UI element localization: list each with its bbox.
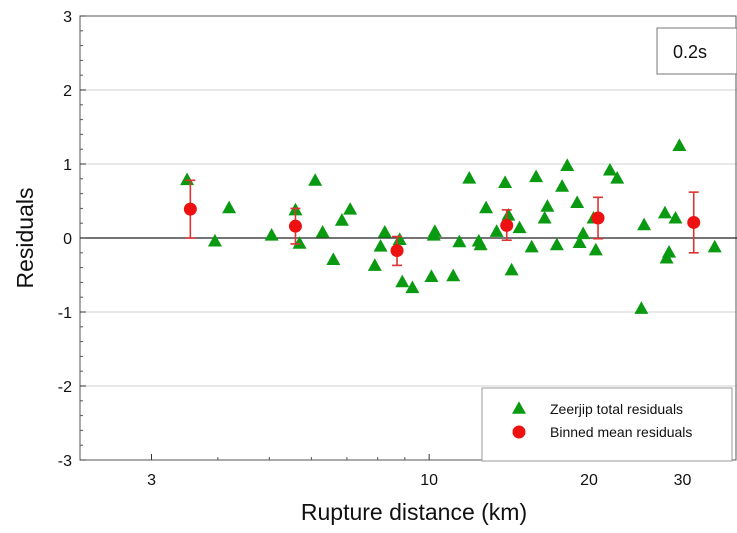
period-annotation-box: 0.2s [656, 27, 737, 75]
residual-triangle-point [392, 232, 407, 246]
residual-triangle-point [504, 262, 519, 276]
residual-triangle-point [367, 258, 382, 271]
residual-triangle-point [555, 179, 570, 192]
residual-triangle-point [634, 301, 649, 314]
legend-triangle-marker [512, 401, 526, 414]
binned-mean-point [288, 219, 302, 233]
residual-triangle-point [326, 252, 341, 265]
binned-mean-point [687, 215, 701, 229]
legend-label-total-residuals: Zeerjip total residuals [550, 401, 683, 417]
residual-triangle-point [512, 220, 527, 234]
legend-triangle-icon [512, 401, 526, 414]
residual-triangle-point [473, 237, 488, 251]
residual-triangle-point [334, 213, 349, 226]
period-annotation-text: 0.2s [673, 42, 707, 62]
residual-triangle-point [588, 242, 603, 256]
residual-triangle-point [602, 162, 617, 176]
y-tick-label: -1 [58, 305, 72, 322]
residual-triangle-point [373, 239, 388, 252]
residual-triangle-point [292, 236, 307, 249]
y-tick-label: 1 [63, 157, 72, 174]
binned-mean-point [183, 202, 197, 216]
residual-triangle-point [180, 172, 195, 186]
residual-triangle-point [672, 138, 687, 152]
residual-triangle-point [405, 280, 420, 294]
binned-mean-point [390, 244, 404, 258]
residual-triangle-point [572, 235, 587, 248]
residual-triangle-point [489, 224, 504, 237]
residual-triangle-point [395, 274, 410, 288]
x-tick-label: 3 [147, 472, 156, 489]
residual-triangle-point [377, 225, 392, 238]
residual-triangle-point [501, 207, 516, 221]
residual-triangle-point [207, 233, 222, 247]
binned-mean-point [500, 218, 514, 232]
residual-triangle-point [427, 224, 442, 237]
residual-triangle-point [657, 205, 672, 219]
legend-label-binned-mean: Binned mean residuals [550, 424, 692, 440]
residual-triangle-point [560, 158, 575, 172]
legend-circle-marker [512, 425, 526, 439]
y-tick-label: 3 [63, 9, 72, 26]
residual-triangle-point [308, 173, 323, 186]
residual-triangle-point [452, 234, 467, 248]
residual-triangle-point [479, 200, 494, 214]
residual-triangle-point [662, 244, 677, 258]
binned-mean-points [183, 179, 701, 267]
x-tick-label: 20 [580, 472, 598, 489]
residual-triangle-point [498, 175, 513, 189]
legend-box [481, 387, 733, 462]
x-tick-label: 10 [420, 472, 438, 489]
x-axis-title: Rupture distance (km) [301, 499, 527, 525]
y-tick-label: -2 [58, 379, 72, 396]
residual-triangle-point [462, 170, 477, 184]
residual-triangle-point [707, 239, 722, 253]
y-tick-label: 0 [63, 231, 72, 248]
residual-triangle-point [668, 210, 683, 224]
legend: Zeerjip total residuals Binned mean resi… [481, 387, 733, 462]
residual-triangle-point [570, 195, 585, 209]
residual-triangle-point [264, 227, 279, 241]
total-residual-points [180, 138, 722, 314]
gridlines [80, 89, 737, 387]
x-tick-label: 30 [674, 472, 692, 489]
residual-triangle-point [637, 217, 652, 231]
residual-triangle-point [446, 268, 461, 282]
legend-circle-icon [512, 425, 526, 439]
residual-triangle-point [315, 225, 330, 238]
residual-triangle-point [576, 226, 591, 240]
residual-triangle-point [343, 202, 358, 215]
y-tick-label: -3 [58, 453, 72, 470]
y-axis-title: Residuals [12, 188, 38, 289]
y-tick-label: 2 [63, 83, 72, 100]
binned-mean-point [591, 211, 605, 225]
y-axis-ticks: -3 -2 -1 0 1 2 3 [58, 9, 86, 470]
residual-triangle-point [529, 169, 544, 183]
residual-triangle-point [524, 239, 539, 253]
residual-triangle-point [537, 210, 552, 224]
residual-triangle-point [540, 199, 555, 212]
residual-triangle-point [549, 237, 564, 251]
residual-triangle-point [222, 200, 237, 214]
residual-triangle-point [424, 269, 439, 283]
residual-triangle-point [610, 170, 625, 184]
